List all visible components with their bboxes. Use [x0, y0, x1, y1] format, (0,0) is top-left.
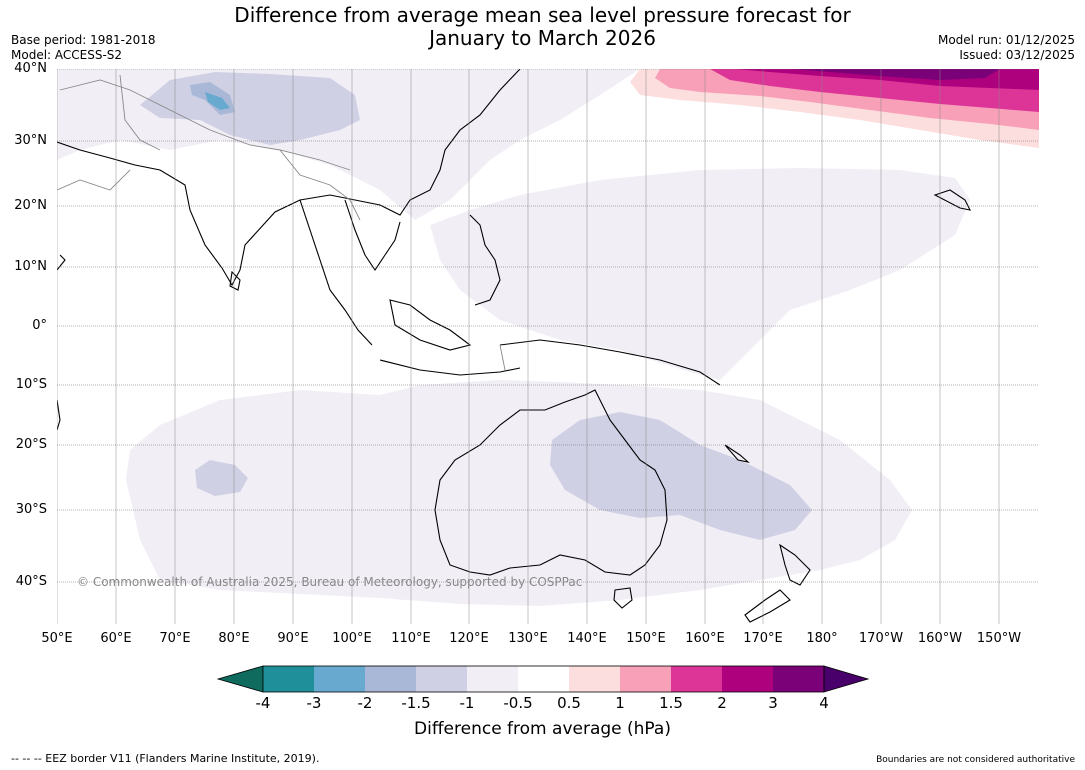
colorbar-bin [518, 666, 569, 692]
colorbar-title: Difference from average (hPa) [414, 719, 671, 739]
map-title: Difference from average mean sea level p… [0, 4, 1085, 50]
lon-label: 80°E [218, 631, 250, 646]
colorbar-tick-label: 1.5 [659, 694, 683, 712]
model-run: Model run: 01/12/2025 [937, 33, 1075, 47]
colorbar-tick-label: -1 [459, 694, 475, 712]
lat-label: 40°S [15, 574, 47, 589]
colorbar-tick-label: -2 [357, 694, 373, 712]
lon-label: 100°E [332, 631, 372, 646]
colorbar-tick-label: -0.5 [503, 694, 533, 712]
colorbar-bin [671, 666, 722, 692]
lat-label: 10°S [15, 377, 47, 392]
base-period: Base period: 1981-2018 [11, 33, 156, 47]
colorbar-bin [773, 666, 824, 692]
lon-label: 170°E [743, 631, 783, 646]
lat-label: 20°N [14, 198, 47, 213]
colorbar-tick-label: -3 [306, 694, 322, 712]
model-info: Base period: 1981-2018 Model: ACCESS-S2 [11, 33, 156, 63]
lat-label: 30°S [15, 502, 47, 517]
colorbar-tick-label: 1 [615, 694, 625, 712]
lon-label: 160°W [917, 631, 963, 646]
colorbar-bin [569, 666, 620, 692]
colorbar-bin [467, 666, 518, 692]
lon-label: 160°E [685, 631, 725, 646]
lat-label: 30°N [14, 133, 47, 148]
run-info: Model run: 01/12/2025 Issued: 03/12/2025 [938, 33, 1075, 63]
colorbar-tick-label: -1.5 [401, 694, 431, 712]
lat-label: 40°N [14, 61, 47, 76]
colorbar-tick-label: 3 [768, 694, 778, 712]
colorbar-tick-label: 4 [819, 694, 829, 712]
graticule [57, 69, 1000, 624]
lon-label: 70°E [159, 631, 191, 646]
lon-label: 110°E [391, 631, 431, 646]
colorbar-tick-label: 2 [717, 694, 727, 712]
lat-label: 20°S [15, 437, 47, 452]
colorbar-max-arrow [823, 665, 870, 693]
colorbar [216, 665, 870, 693]
country-borders [57, 74, 506, 371]
colorbar-bin [263, 666, 314, 692]
colorbar-bin [722, 666, 773, 692]
colorbar-bin [365, 666, 416, 692]
eez-legend: -- -- -- EEZ border V11 (Flanders Marine… [11, 752, 320, 765]
lon-label: 90°E [277, 631, 309, 646]
lon-label: 180° [806, 631, 838, 646]
lon-label: 120°E [449, 631, 489, 646]
colorbar-min-arrow [216, 665, 264, 693]
title-line-2: January to March 2026 [429, 26, 656, 50]
colorbar-bin [620, 666, 671, 692]
lon-label: 150°W [976, 631, 1022, 646]
colorbar-tick-label: 0.5 [557, 694, 581, 712]
lon-label: 130°E [508, 631, 548, 646]
copyright-notice: © Commonwealth of Australia 2025, Bureau… [77, 575, 582, 589]
pressure-anomaly-field [57, 69, 1039, 624]
anomaly-region-west-pacific [430, 168, 970, 380]
boundary-disclaimer: Boundaries are not considered authoritat… [876, 755, 1075, 765]
model-name: Model: ACCESS-S2 [11, 48, 123, 62]
anomaly-region-southern-ocean [126, 380, 912, 606]
latitude-lines [57, 69, 1039, 583]
issued-date: Issued: 03/12/2025 [959, 48, 1075, 62]
lon-label: 140°E [567, 631, 607, 646]
colorbar-tick-label: -4 [255, 694, 271, 712]
anomaly-region-australia [550, 412, 812, 540]
lat-label: 0° [32, 318, 47, 333]
colorbar-bin [416, 666, 467, 692]
lat-label: 10°N [14, 259, 47, 274]
lon-label: 150°E [626, 631, 666, 646]
coastlines [57, 69, 971, 623]
lon-label: 170°W [858, 631, 904, 646]
colorbar-bin [314, 666, 365, 692]
title-line-1: Difference from average mean sea level p… [234, 3, 851, 27]
lon-label: 60°E [100, 631, 132, 646]
anomaly-region-indian-ocean [195, 460, 248, 496]
lon-label: 50°E [41, 631, 73, 646]
